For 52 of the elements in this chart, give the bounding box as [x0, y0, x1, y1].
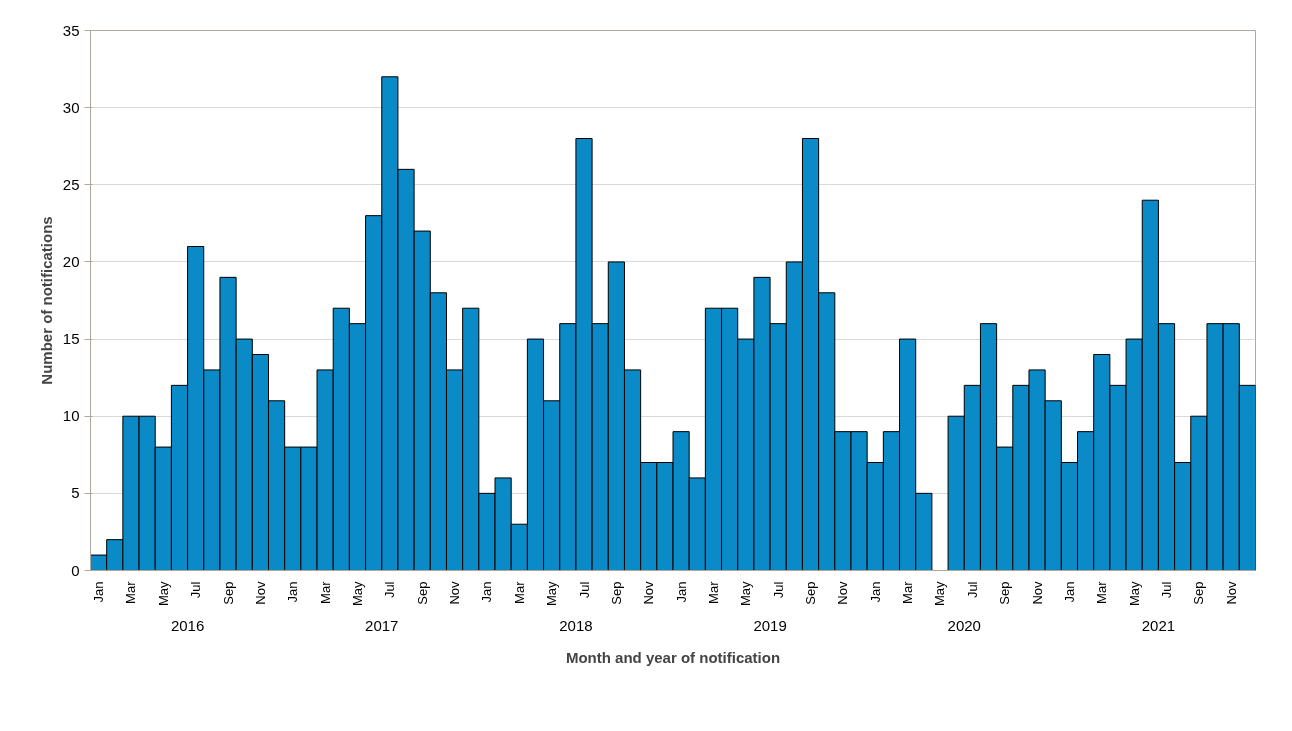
x-axis-title: Month and year of notification: [565, 648, 781, 666]
y-tick-label: 30: [62, 98, 80, 116]
text: 2018: [559, 616, 593, 634]
y-tick-label: 20: [62, 252, 80, 270]
x-tick-label: Nov: [447, 581, 463, 605]
x-tick-label: Jul: [382, 581, 398, 599]
x-tick-label: Mar: [511, 580, 527, 604]
x-tick-label: Mar: [317, 580, 333, 604]
x-tick-label: May: [155, 581, 171, 607]
x-tick-label: May: [932, 581, 948, 607]
x-tick-label: Sep: [803, 581, 819, 605]
x-tick-label: May: [544, 581, 560, 607]
x-tick-label: Jul: [770, 581, 786, 599]
x-tick-label: Jul: [576, 581, 592, 599]
y-tick-label: 15: [62, 330, 80, 348]
x-tick-label: Jan: [285, 581, 301, 603]
x-tick-label: Sep: [997, 581, 1013, 605]
x-tick-label: May: [1126, 581, 1142, 607]
x-tick-label: Sep: [608, 581, 624, 605]
text: 2019: [753, 616, 787, 634]
text: 2016: [170, 616, 205, 634]
y-tick-label: 25: [62, 175, 80, 193]
x-tick-label: Jan: [673, 581, 689, 603]
x-tick-label: May: [349, 581, 365, 607]
x-tick-label: Sep: [414, 581, 430, 605]
x-tick-label: Jul: [1159, 581, 1175, 599]
x-tick-label: Sep: [220, 581, 236, 605]
x-tick-label: Jan: [867, 581, 883, 603]
x-tick-label: Jul: [188, 581, 204, 599]
x-tick-label: Mar: [900, 580, 916, 604]
text: 2021: [1141, 616, 1176, 634]
text: 2020: [947, 616, 981, 634]
y-tick-label: 35: [62, 21, 80, 39]
x-tick-label: Mar: [123, 580, 139, 604]
x-tick-label: Jan: [479, 581, 495, 603]
y-tick-label: 5: [71, 484, 80, 502]
x-tick-label: Jul: [964, 581, 980, 599]
x-tick-label: Sep: [1191, 581, 1207, 605]
x-tick-label: Nov: [835, 581, 851, 605]
x-tick-label: Nov: [1223, 581, 1239, 605]
x-tick-label: May: [738, 581, 754, 607]
y-axis-title: Number of notifications: [37, 216, 55, 385]
x-tick-label: Jan: [1061, 581, 1077, 603]
text: 2017: [365, 616, 399, 634]
y-tick-label: 10: [62, 407, 80, 425]
x-tick-label: Mar: [705, 580, 721, 604]
x-tick-label: Nov: [252, 581, 268, 605]
y-tick-label: 0: [71, 561, 80, 579]
x-tick-label: Jan: [91, 581, 107, 603]
x-tick-label: Nov: [1029, 581, 1045, 605]
x-tick-label: Nov: [641, 581, 657, 605]
x-tick-label: Mar: [1094, 580, 1110, 604]
